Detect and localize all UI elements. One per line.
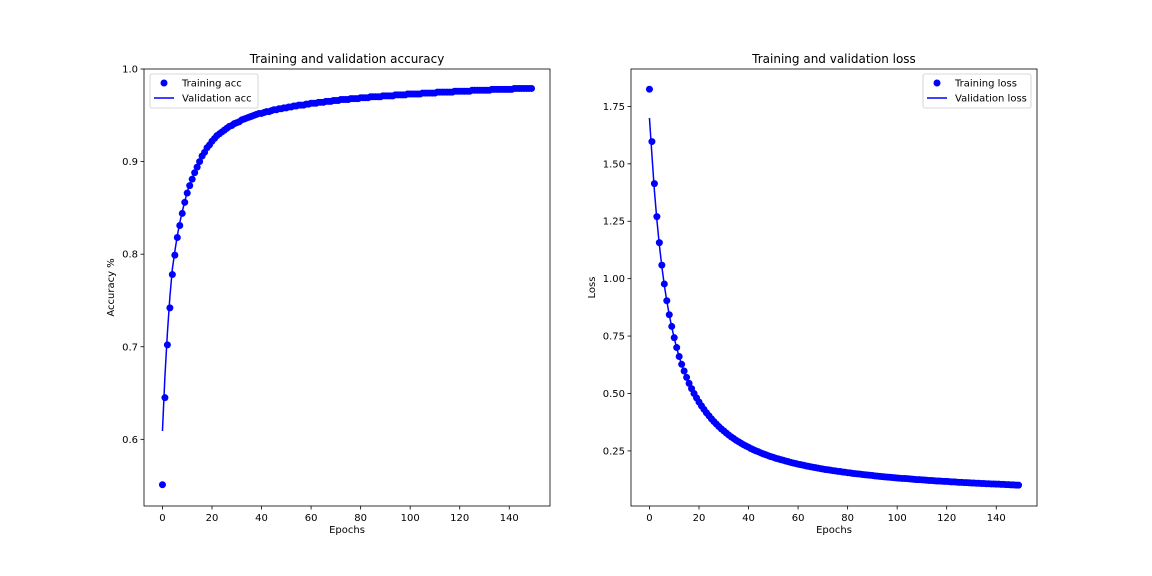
accuracy-legend-marker-swatch (160, 79, 168, 87)
loss-legend-label: Training loss (954, 79, 1017, 90)
loss-y-tick-label: 1.75 (603, 102, 625, 113)
loss-x-tick-label: 80 (841, 513, 854, 524)
accuracy-legend-label: Training acc (181, 79, 242, 90)
accuracy-legend: Training acc Validation acc (149, 73, 259, 109)
loss-legend-box (922, 73, 1032, 109)
loss-x-tick-label: 140 (987, 513, 1006, 524)
accuracy-y-tick-label: 0.8 (122, 250, 138, 261)
loss-plot-frame (630, 68, 1038, 507)
loss-x-tick-label: 120 (937, 513, 956, 524)
accuracy-x-tick-label: 0 (159, 513, 165, 524)
loss-chart-title: Training and validation loss (751, 52, 916, 66)
accuracy-y-ticks: 0.6 0.7 0.8 0.9 1.0 (122, 65, 144, 446)
loss-x-tick-label: 40 (742, 513, 755, 524)
accuracy-data-point (166, 304, 174, 312)
accuracy-x-tick-label: 60 (305, 513, 318, 524)
loss-x-tick-label: 100 (888, 513, 907, 524)
loss-series-line (648, 117, 1019, 486)
accuracy-data-point (528, 84, 536, 92)
accuracy-data-point (161, 394, 169, 402)
loss-y-axis-label: Loss (587, 277, 598, 299)
loss-x-ticks: 0 20 40 60 80 100 120 140 (646, 506, 1006, 524)
loss-x-tick-label: 60 (792, 513, 805, 524)
loss-legend: Training loss Validation loss (922, 73, 1032, 109)
loss-y-ticks: 0.25 0.50 0.75 1.00 1.25 1.50 1.75 (603, 102, 631, 457)
accuracy-y-tick-label: 1.0 (122, 65, 138, 76)
accuracy-data-point (158, 481, 166, 489)
accuracy-series (158, 84, 536, 489)
accuracy-y-tick-label: 0.6 (122, 435, 138, 446)
accuracy-chart-title: Training and validation accuracy (249, 52, 445, 66)
accuracy-x-tick-label: 20 (206, 513, 219, 524)
loss-data-point (645, 85, 653, 93)
accuracy-legend-label: Validation acc (182, 94, 252, 105)
loss-y-tick-label: 1.25 (603, 217, 625, 228)
accuracy-plot-area (144, 69, 550, 506)
accuracy-series-line (161, 88, 532, 432)
accuracy-x-tick-label: 40 (255, 513, 268, 524)
loss-legend-marker-swatch (933, 79, 941, 87)
accuracy-plot-frame (143, 68, 551, 507)
loss-y-tick-label: 1.50 (603, 159, 625, 170)
loss-x-axis-label: Epochs (816, 525, 852, 536)
loss-y-tick-label: 0.75 (603, 332, 625, 343)
loss-plot-area (631, 69, 1037, 506)
accuracy-legend-box (149, 73, 259, 109)
loss-x-tick-label: 0 (646, 513, 652, 524)
loss-series (645, 85, 1023, 489)
loss-y-tick-label: 0.25 (603, 446, 625, 457)
accuracy-y-tick-label: 0.9 (122, 157, 138, 168)
accuracy-y-axis-label: Accuracy % (106, 258, 117, 316)
accuracy-x-axis-label: Epochs (329, 525, 365, 536)
loss-y-tick-label: 0.50 (603, 389, 625, 400)
accuracy-x-tick-label: 120 (450, 513, 469, 524)
accuracy-x-ticks: 0 20 40 60 80 100 120 140 (159, 506, 519, 524)
accuracy-y-tick-label: 0.7 (122, 342, 138, 353)
accuracy-x-tick-label: 140 (500, 513, 519, 524)
accuracy-x-tick-label: 100 (401, 513, 420, 524)
loss-y-tick-label: 1.00 (603, 274, 625, 285)
accuracy-x-tick-label: 80 (354, 513, 367, 524)
loss-x-tick-label: 20 (693, 513, 706, 524)
loss-legend-label: Validation loss (955, 94, 1027, 105)
loss-chart: Training and validation loss Epochs Loss… (587, 52, 1038, 536)
accuracy-chart: Training and validation accuracy Epochs … (106, 52, 551, 536)
